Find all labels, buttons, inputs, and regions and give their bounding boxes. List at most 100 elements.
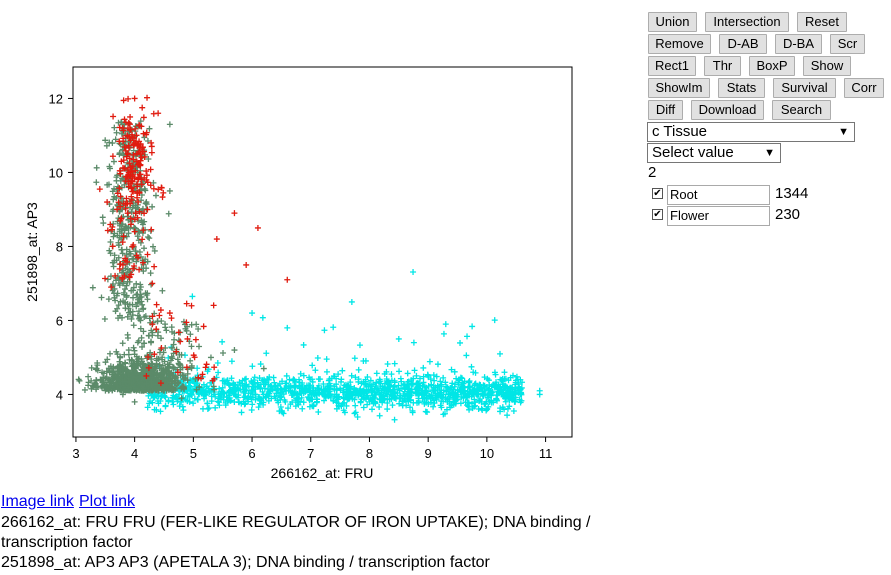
root-point <box>442 394 449 401</box>
flower-point <box>127 221 134 228</box>
other-point <box>113 257 120 264</box>
flower-label-input[interactable]: Flower <box>667 206 770 226</box>
root-label-input[interactable]: Root <box>667 185 770 205</box>
scr-button[interactable]: Scr <box>830 34 865 54</box>
boxp-button[interactable]: BoxP <box>749 56 795 76</box>
other-point <box>139 301 146 308</box>
flower-point <box>116 167 123 174</box>
stats-button[interactable]: Stats <box>718 78 765 98</box>
show-button[interactable]: Show <box>803 56 851 76</box>
root-point <box>228 375 235 382</box>
root-point <box>509 372 516 379</box>
other-point <box>147 349 154 356</box>
intersection-button[interactable]: Intersection <box>705 12 789 32</box>
thr-button[interactable]: Thr <box>704 56 741 76</box>
other-point <box>106 247 113 254</box>
root-point <box>261 376 268 383</box>
flower-point <box>143 131 150 138</box>
root-point <box>282 380 289 387</box>
other-point <box>109 384 116 391</box>
other-point <box>126 356 133 363</box>
flower-point <box>109 153 116 160</box>
other-point <box>166 187 173 194</box>
root-point <box>372 389 379 396</box>
showim-button[interactable]: ShowIm <box>648 78 710 98</box>
root-point <box>231 391 238 398</box>
other-point <box>162 324 169 331</box>
flower-point <box>151 263 158 270</box>
rect1-button[interactable]: Rect1 <box>648 56 696 76</box>
root-point <box>407 404 414 411</box>
flower-point <box>149 280 156 287</box>
image-link[interactable]: Image link <box>1 493 74 510</box>
other-point <box>161 384 168 391</box>
diff-button[interactable]: Diff <box>648 100 683 120</box>
flower-point <box>130 242 137 249</box>
root-point <box>377 391 384 398</box>
corr-button[interactable]: Corr <box>844 78 884 98</box>
flower-count: 230 <box>775 206 801 223</box>
root-point <box>451 383 458 390</box>
root-point <box>420 373 427 380</box>
flower-point <box>151 351 158 358</box>
root-checkbox[interactable]: ✔ <box>652 188 663 199</box>
root-point <box>315 409 322 416</box>
flower-point <box>128 164 135 171</box>
root-point <box>300 372 307 379</box>
flower-point <box>104 227 111 234</box>
root-point <box>282 387 289 394</box>
root-point <box>466 378 473 385</box>
flower-checkbox[interactable]: ✔ <box>652 209 663 220</box>
x-tick-label: 5 <box>190 446 197 461</box>
d-ba-button[interactable]: D-BA <box>775 34 822 54</box>
survival-button[interactable]: Survival <box>773 78 836 98</box>
reset-button[interactable]: Reset <box>797 12 847 32</box>
root-point <box>282 398 289 405</box>
root-point <box>453 375 460 382</box>
root-point <box>454 396 461 403</box>
root-point <box>411 367 418 374</box>
value-select[interactable]: Select value ▼ <box>647 143 781 163</box>
root-point <box>357 398 364 405</box>
root-point <box>381 370 388 377</box>
root-point <box>397 375 404 382</box>
other-point <box>112 297 119 304</box>
d-ab-button[interactable]: D-AB <box>719 34 767 54</box>
root-point <box>255 404 262 411</box>
other-point <box>100 220 107 227</box>
root-point <box>249 401 256 408</box>
flower-point <box>120 97 127 104</box>
other-point <box>220 349 227 356</box>
root-point <box>205 385 212 392</box>
remove-button[interactable]: Remove <box>648 34 711 54</box>
tissue-select[interactable]: c Tissue ▼ <box>647 122 855 142</box>
root-point <box>388 377 395 384</box>
chevron-down-icon: ▼ <box>764 147 775 159</box>
union-button[interactable]: Union <box>648 12 697 32</box>
flower-point <box>109 243 116 250</box>
other-point <box>114 305 121 312</box>
other-point <box>111 185 118 192</box>
flower-point <box>155 110 162 117</box>
download-button[interactable]: Download <box>691 100 764 120</box>
root-point <box>230 382 237 389</box>
flower-point <box>108 284 115 291</box>
flower-point <box>211 364 218 371</box>
plot-link[interactable]: Plot link <box>79 493 136 510</box>
search-button[interactable]: Search <box>772 100 831 120</box>
root-point <box>417 375 424 382</box>
root-point <box>305 395 312 402</box>
flower-point <box>183 319 190 326</box>
root-point <box>430 403 437 410</box>
other-point <box>119 340 126 347</box>
other-point <box>165 386 172 393</box>
other-point <box>176 351 183 358</box>
root-point <box>396 368 403 375</box>
root-point <box>300 390 307 397</box>
flower-point <box>200 323 207 330</box>
root-point <box>376 404 383 411</box>
other-point <box>187 331 194 338</box>
other-point <box>110 373 117 380</box>
root-point <box>355 391 362 398</box>
other-point <box>140 268 147 275</box>
